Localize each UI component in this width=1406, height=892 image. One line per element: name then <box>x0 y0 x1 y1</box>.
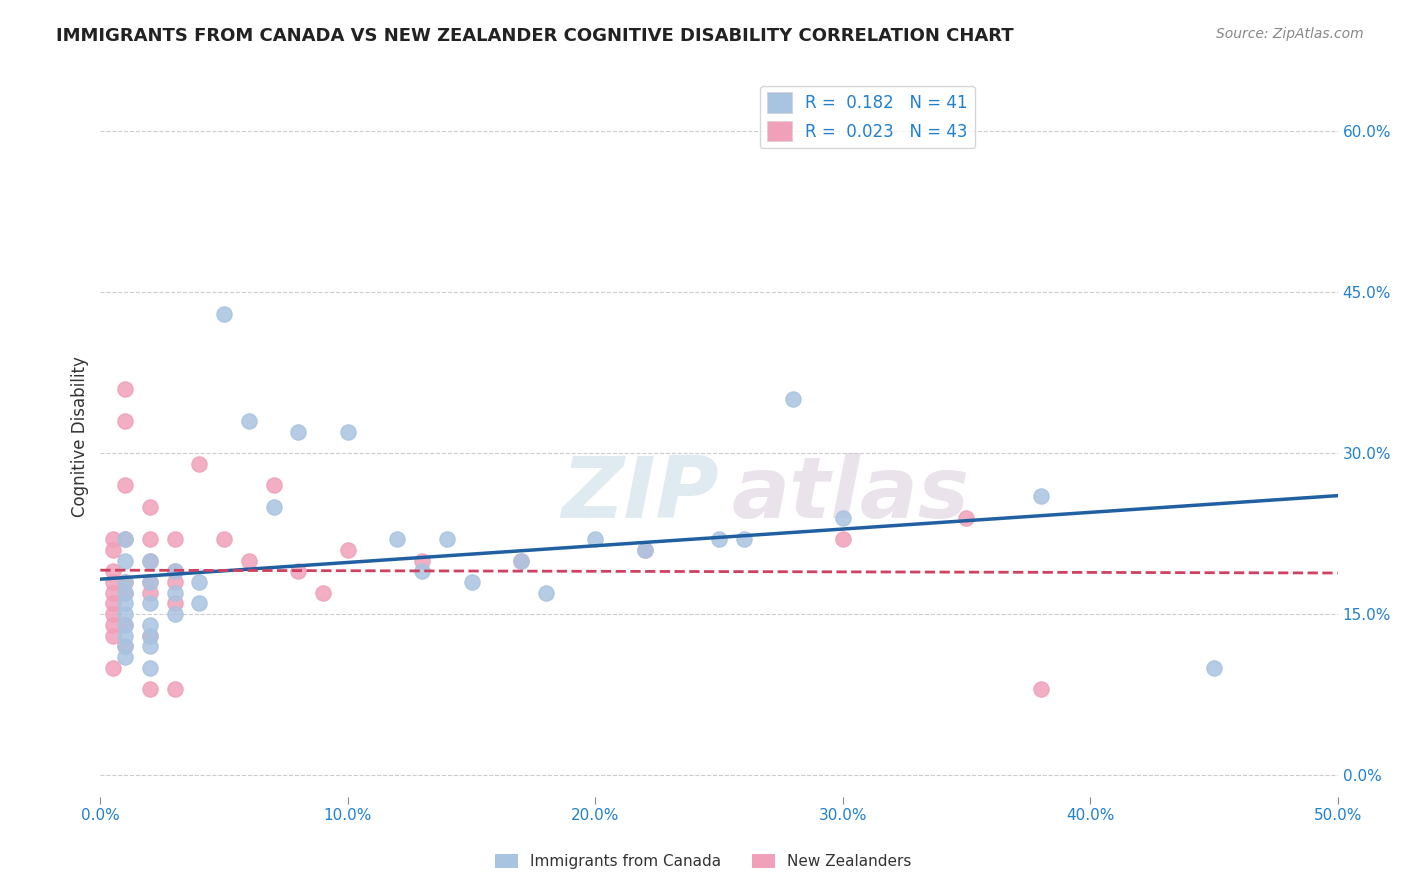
Point <box>101 618 124 632</box>
Point <box>163 564 186 578</box>
Point <box>114 585 136 599</box>
Point <box>163 682 186 697</box>
Point <box>287 564 309 578</box>
Point <box>114 532 136 546</box>
Legend: Immigrants from Canada, New Zealanders: Immigrants from Canada, New Zealanders <box>489 848 917 875</box>
Point <box>634 542 657 557</box>
Point <box>114 532 136 546</box>
Point <box>101 597 124 611</box>
Point <box>101 532 124 546</box>
Point <box>312 585 335 599</box>
Point <box>831 532 853 546</box>
Point <box>101 585 124 599</box>
Point <box>139 574 162 589</box>
Point <box>114 382 136 396</box>
Point <box>1202 661 1225 675</box>
Point <box>188 457 211 471</box>
Point <box>583 532 606 546</box>
Point <box>139 553 162 567</box>
Point <box>114 414 136 428</box>
Point <box>212 532 235 546</box>
Point <box>101 542 124 557</box>
Point <box>782 392 804 407</box>
Point <box>114 629 136 643</box>
Legend: R =  0.182   N = 41, R =  0.023   N = 43: R = 0.182 N = 41, R = 0.023 N = 43 <box>761 86 974 148</box>
Point <box>114 640 136 654</box>
Point <box>212 307 235 321</box>
Point <box>101 607 124 622</box>
Point <box>163 532 186 546</box>
Point <box>411 564 433 578</box>
Point <box>263 478 285 492</box>
Point <box>336 542 359 557</box>
Text: Source: ZipAtlas.com: Source: ZipAtlas.com <box>1216 27 1364 41</box>
Point <box>287 425 309 439</box>
Point <box>534 585 557 599</box>
Point <box>139 585 162 599</box>
Text: IMMIGRANTS FROM CANADA VS NEW ZEALANDER COGNITIVE DISABILITY CORRELATION CHART: IMMIGRANTS FROM CANADA VS NEW ZEALANDER … <box>56 27 1014 45</box>
Point <box>510 553 533 567</box>
Point <box>263 500 285 514</box>
Point <box>139 500 162 514</box>
Point <box>336 425 359 439</box>
Point <box>139 532 162 546</box>
Point <box>238 553 260 567</box>
Point <box>139 682 162 697</box>
Point <box>510 553 533 567</box>
Y-axis label: Cognitive Disability: Cognitive Disability <box>72 357 89 517</box>
Point <box>101 629 124 643</box>
Point <box>1029 489 1052 503</box>
Point <box>101 574 124 589</box>
Point <box>460 574 482 589</box>
Point <box>101 661 124 675</box>
Point <box>139 629 162 643</box>
Point <box>139 640 162 654</box>
Point <box>114 607 136 622</box>
Point <box>114 650 136 665</box>
Point <box>411 553 433 567</box>
Point <box>634 542 657 557</box>
Point <box>139 629 162 643</box>
Point <box>707 532 730 546</box>
Text: ZIP: ZIP <box>561 453 718 536</box>
Point <box>114 553 136 567</box>
Point <box>139 553 162 567</box>
Point <box>1029 682 1052 697</box>
Point <box>114 585 136 599</box>
Point <box>831 510 853 524</box>
Text: atlas: atlas <box>731 453 970 536</box>
Point <box>733 532 755 546</box>
Point <box>139 661 162 675</box>
Point <box>436 532 458 546</box>
Point <box>114 597 136 611</box>
Point <box>188 597 211 611</box>
Point <box>114 574 136 589</box>
Point <box>955 510 977 524</box>
Point <box>114 478 136 492</box>
Point <box>387 532 409 546</box>
Point <box>114 640 136 654</box>
Point <box>238 414 260 428</box>
Point <box>101 564 124 578</box>
Point <box>163 607 186 622</box>
Point <box>188 574 211 589</box>
Point <box>114 618 136 632</box>
Point <box>163 597 186 611</box>
Point <box>163 574 186 589</box>
Point <box>163 585 186 599</box>
Point <box>139 574 162 589</box>
Point <box>114 618 136 632</box>
Point <box>114 574 136 589</box>
Point <box>139 597 162 611</box>
Point <box>139 618 162 632</box>
Point <box>163 564 186 578</box>
